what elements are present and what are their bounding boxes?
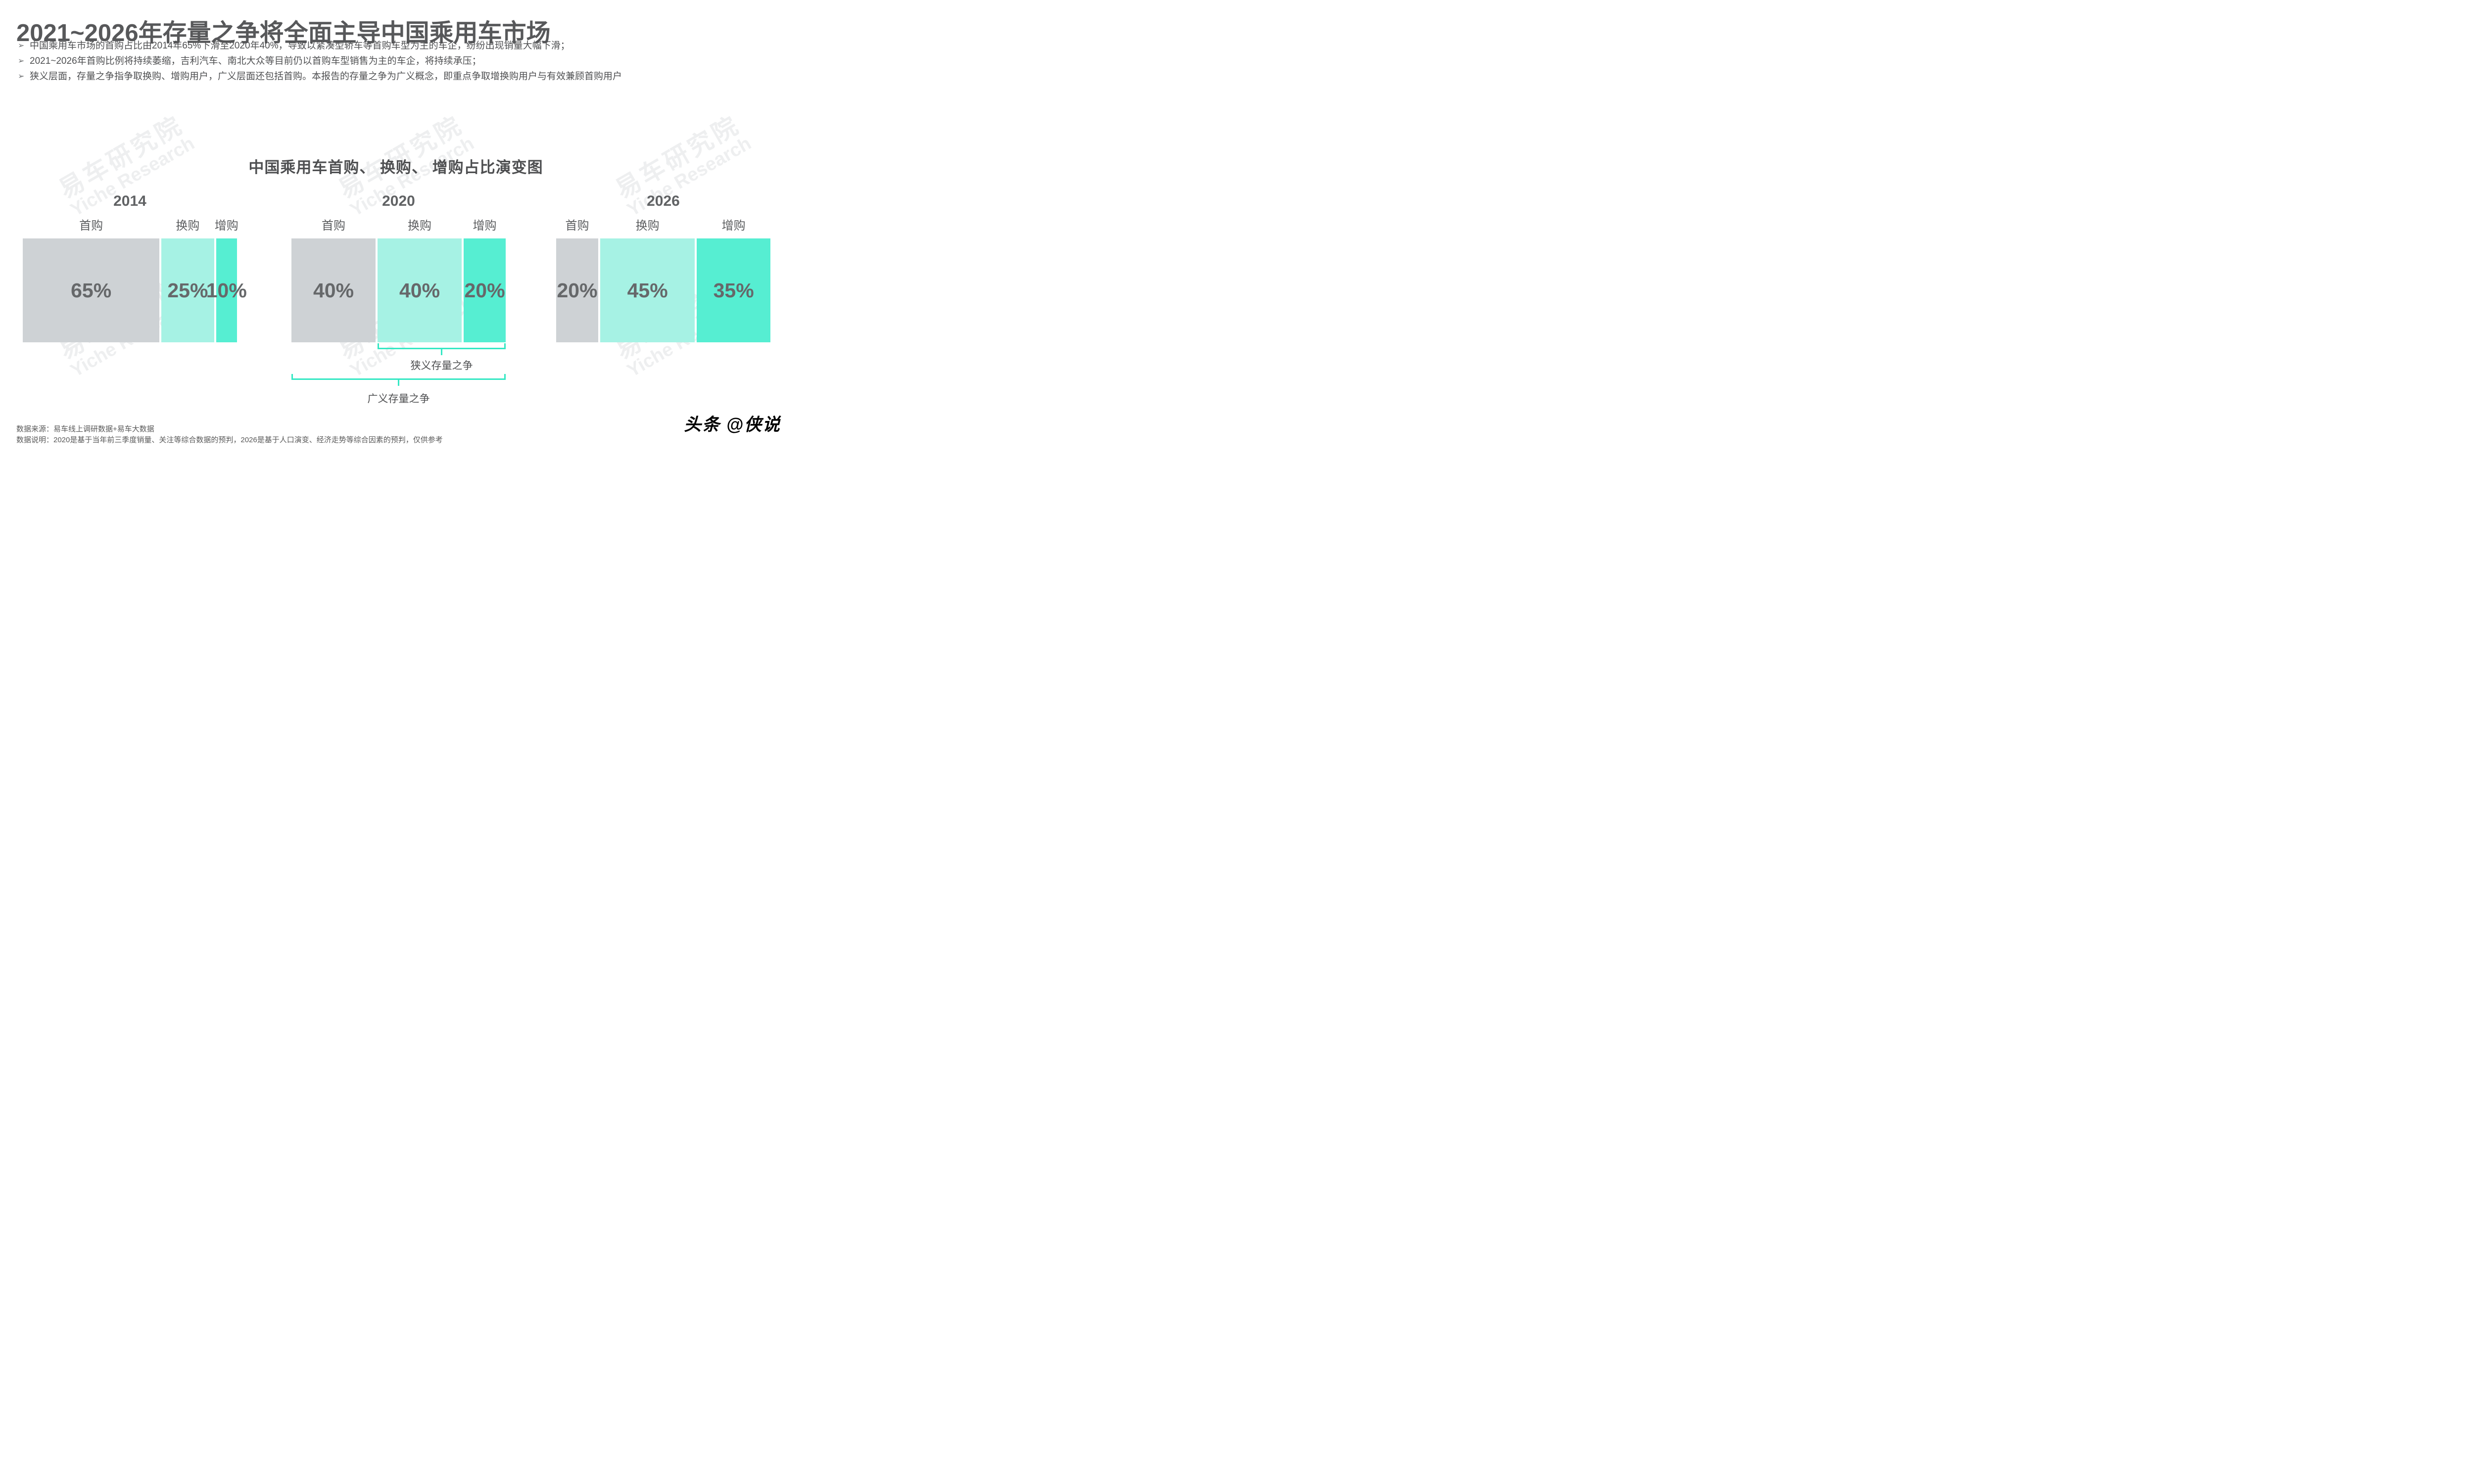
bar-value: 45% [627, 278, 668, 302]
arrow-bullet-icon: ➢ [18, 57, 25, 65]
report-slide: 易车研究院 Yiche Research 易车研究院 Yiche Researc… [0, 0, 792, 445]
year-label: 2026 [647, 193, 680, 209]
year-group-2026: 2026 首购 换购 增购 20% 45% 35% [556, 192, 770, 342]
narrow-scope-bracket [378, 343, 506, 355]
bar-additional-purchase: 10% [206, 238, 247, 342]
bar-additional-purchase: 35% [697, 238, 770, 342]
bar-value: 35% [713, 278, 754, 302]
bar-additional-purchase: 20% [464, 238, 506, 342]
bullet-text: 2021~2026年首购比例将持续萎缩，吉利汽车、南北大众等目前仍以首购车型销售… [30, 56, 481, 66]
bar-value: 40% [313, 278, 354, 302]
arrow-bullet-icon: ➢ [18, 42, 25, 50]
bar-value: 20% [464, 278, 505, 302]
bullet-item: ➢ 中国乘用车市场的首购占比由2014年65%下滑至2020年40%，导致以紧凑… [18, 41, 780, 51]
bar-value: 20% [557, 278, 598, 302]
segment-label-additional-purchase: 增购 [721, 219, 746, 232]
data-source-text: 数据来源：易车线上调研数据+易车大数据 [16, 425, 154, 433]
arrow-bullet-icon: ➢ [18, 72, 25, 81]
bar-value: 25% [167, 278, 208, 302]
year-label: 2014 [113, 193, 146, 209]
segment-labels: 首购 换购 增购 [556, 217, 770, 232]
broad-scope-label: 广义存量之争 [367, 393, 430, 405]
bar-replacement-purchase: 40% [378, 238, 462, 342]
segment-label-additional-purchase: 增购 [473, 219, 497, 232]
segment-label-replacement-purchase: 换购 [176, 219, 200, 232]
segment-label-replacement-purchase: 换购 [635, 219, 660, 232]
year-group-2020: 2020 首购 换购 增购 40% 40% 20% [291, 192, 506, 342]
segment-label-first-purchase: 首购 [565, 219, 589, 232]
bar-replacement-purchase: 25% [161, 238, 214, 342]
segment-label-replacement-purchase: 换购 [408, 219, 431, 232]
year-group-2014: 2014 首购 换购 增购 65% 25% 10% [23, 192, 247, 342]
bullet-item: ➢ 2021~2026年首购比例将持续萎缩，吉利汽车、南北大众等目前仍以首购车型… [18, 56, 780, 67]
segment-label-additional-purchase: 增购 [214, 219, 238, 232]
bar-first-purchase: 40% [291, 238, 376, 342]
bar-first-purchase: 20% [556, 238, 598, 342]
bar-value: 10% [206, 278, 247, 302]
narrow-scope-label: 狭义存量之争 [410, 360, 473, 371]
bar-row: 40% 40% 20% [291, 238, 506, 342]
segment-label-first-purchase: 首购 [322, 219, 345, 232]
bar-first-purchase: 65% [23, 238, 160, 342]
bullet-text: 狭义层面，存量之争指争取换购、增购用户，广义层面还包括首购。本报告的存量之争为广… [30, 71, 622, 82]
toutiao-xiashuo-logo: 头条 @侠说 [684, 415, 781, 434]
segment-label-first-purchase: 首购 [79, 219, 103, 232]
bar-value: 40% [399, 278, 440, 302]
bullet-list: ➢ 中国乘用车市场的首购占比由2014年65%下滑至2020年40%，导致以紧凑… [18, 41, 780, 87]
page-title: 2021~2026年存量之争将全面主导中国乘用车市场 [16, 19, 551, 46]
bar-row: 20% 45% 35% [556, 238, 770, 342]
bracket-stem [441, 348, 442, 355]
data-note-text: 数据说明：2020是基于当年前三季度销量、关注等综合数据的预判，2026是基于人… [16, 436, 443, 444]
bar-replacement-purchase: 45% [600, 238, 695, 342]
bracket-stem [398, 378, 399, 386]
segment-labels: 首购 换购 增购 [291, 217, 506, 232]
segment-labels: 首购 换购 增购 [23, 217, 238, 232]
year-label: 2020 [382, 193, 415, 209]
bar-value: 65% [71, 278, 112, 302]
broad-scope-bracket [291, 374, 506, 386]
chart-title: 中国乘用车首购、 换购、 增购占比演变图 [248, 159, 543, 176]
bullet-item: ➢ 狭义层面，存量之争指争取换购、增购用户，广义层面还包括首购。本报告的存量之争… [18, 71, 780, 82]
bullet-text: 中国乘用车市场的首购占比由2014年65%下滑至2020年40%，导致以紧凑型轿… [30, 41, 570, 51]
bar-row: 65% 25% 10% [23, 238, 247, 342]
